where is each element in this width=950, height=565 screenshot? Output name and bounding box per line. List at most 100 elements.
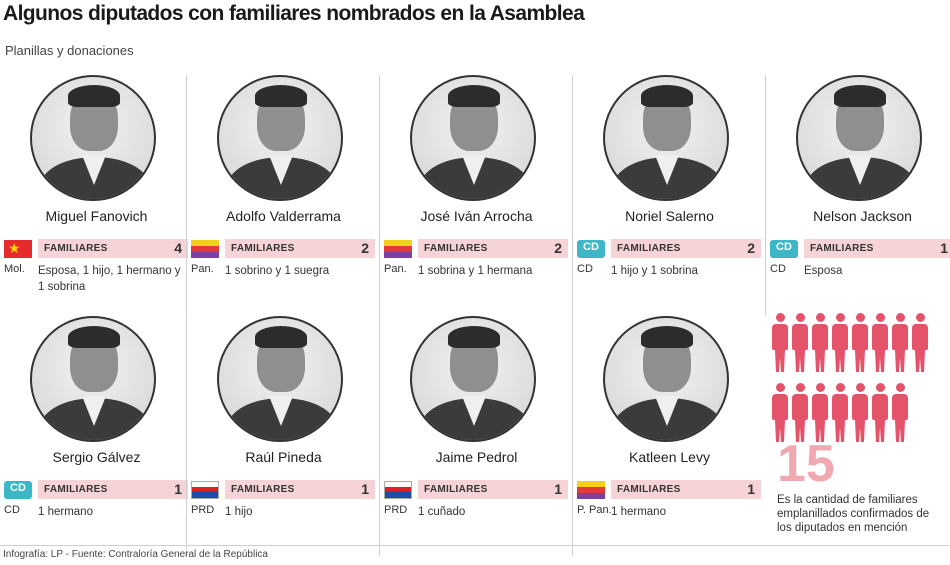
deputy-portrait — [410, 75, 536, 201]
deputy-portrait — [603, 75, 729, 201]
party-label: CD — [577, 263, 593, 275]
panamenista-flag-icon — [384, 240, 412, 258]
cd-logo-text: CD — [583, 241, 599, 253]
deputy-card: Adolfo Valderrama Pan. FAMILIARES 2 1 sobrin… — [186, 75, 379, 315]
deputy-name: Katleen Levy — [629, 449, 710, 465]
familiares-bar: FAMILIARES 2 — [225, 239, 375, 258]
person-icon — [812, 383, 828, 443]
page-title: Algunos diputados con familiares nombrad… — [3, 2, 585, 25]
person-icon — [832, 383, 848, 443]
cd-logo-icon: CD — [4, 481, 32, 499]
familiares-count: 1 — [940, 240, 948, 256]
familiares-detail: 1 sobrina y 1 hermana — [418, 265, 533, 277]
source-credit: Infografía: LP - Fuente: Contraloría Gen… — [3, 549, 268, 560]
page-subtitle: Planillas y donaciones — [5, 43, 134, 58]
deputy-name: Miguel Fanovich — [45, 208, 148, 224]
party-label: CD — [770, 263, 786, 275]
person-icon — [772, 383, 788, 443]
person-icon — [872, 313, 888, 373]
familiares-count: 2 — [361, 240, 369, 256]
familiares-label: FAMILIARES — [424, 243, 488, 254]
person-icon — [872, 383, 888, 443]
deputy-portrait — [410, 316, 536, 442]
familiares-label: FAMILIARES — [617, 484, 681, 495]
total-caption: Es la cantidad de familiares emplanillad… — [777, 494, 930, 534]
familiares-bar: FAMILIARES 1 — [38, 480, 188, 499]
deputy-card: Raúl Pineda PRD FAMILIARES 1 1 hijo — [186, 316, 379, 556]
familiares-count: 2 — [747, 240, 755, 256]
familiares-count: 4 — [174, 240, 182, 256]
deputy-name: Jaime Pedrol — [435, 449, 518, 465]
cd-logo-text: CD — [10, 482, 26, 494]
deputy-portrait — [30, 75, 156, 201]
figures-row — [772, 383, 908, 443]
person-icon — [792, 383, 808, 443]
deputy-portrait — [217, 316, 343, 442]
total-count: 15 — [777, 435, 835, 493]
party-label: Mol. — [4, 263, 25, 275]
familiares-count: 1 — [554, 481, 562, 497]
deputy-name: Adolfo Valderrama — [226, 208, 341, 224]
familiares-bar: FAMILIARES 2 — [611, 239, 761, 258]
deputy-name: Raúl Pineda — [245, 449, 322, 465]
familiares-bar: FAMILIARES 1 — [804, 239, 950, 258]
person-icon — [852, 313, 868, 373]
familiares-count: 2 — [554, 240, 562, 256]
familiares-bar: FAMILIARES 1 — [418, 480, 568, 499]
deputy-name: José Iván Arrocha — [420, 208, 533, 224]
familiares-label: FAMILIARES — [424, 484, 488, 495]
familiares-label: FAMILIARES — [44, 243, 108, 254]
party-label: CD — [4, 504, 20, 516]
familiares-bar: FAMILIARES 1 — [611, 480, 761, 499]
molirena-flag-icon: ★ — [4, 240, 32, 258]
party-label: PRD — [384, 504, 408, 516]
familiares-bar: FAMILIARES 1 — [225, 480, 375, 499]
party-label: PRD — [191, 504, 215, 516]
familiares-detail: 1 hermano — [38, 506, 93, 518]
familiares-detail: 1 hijo y 1 sobrina — [611, 265, 698, 277]
familiares-count: 1 — [174, 481, 182, 497]
deputy-card: Nelson Jackson CD CD FAMILIARES 1 Esposa — [765, 75, 950, 315]
deputy-card: Noriel Salerno CD CD FAMILIARES 2 1 hijo y 1 … — [572, 75, 765, 315]
familiares-detail: 1 cuñado — [418, 506, 466, 518]
party-label: P. Pan. — [577, 504, 612, 516]
party-label: Pan. — [384, 263, 407, 275]
person-icon — [892, 383, 908, 443]
party-label: Pan. — [191, 263, 214, 275]
deputy-portrait — [796, 75, 922, 201]
familiares-label: FAMILIARES — [231, 484, 295, 495]
deputy-card: Miguel Fanovich ★ Mol. FAMILIARES 4 Esposa, 1… — [0, 75, 193, 315]
familiares-detail: 1 hijo — [225, 506, 253, 518]
footer-divider — [0, 545, 950, 546]
familiares-detail: Esposa — [804, 265, 843, 277]
prd-flag-icon — [191, 481, 219, 499]
deputy-card: Katleen Levy P. Pan. FAMILIARES 1 1 hermano — [572, 316, 765, 556]
person-icon — [812, 313, 828, 373]
cd-logo-text: CD — [776, 241, 792, 253]
prd-flag-icon — [384, 481, 412, 499]
panamenista-flag-icon — [191, 240, 219, 258]
familiares-bar: FAMILIARES 2 — [418, 239, 568, 258]
familiares-count: 1 — [361, 481, 369, 497]
deputy-card: Jaime Pedrol PRD FAMILIARES 1 1 cuñado — [379, 316, 572, 556]
deputy-portrait — [603, 316, 729, 442]
panamenista-flag-icon — [577, 481, 605, 499]
familiares-label: FAMILIARES — [617, 243, 681, 254]
familiares-label: FAMILIARES — [810, 243, 874, 254]
person-icon — [832, 313, 848, 373]
familiares-label: FAMILIARES — [44, 484, 108, 495]
cd-logo-icon: CD — [770, 240, 798, 258]
familiares-detail: Esposa, 1 hijo, 1 hermano y 1 sobrina — [38, 265, 181, 293]
deputy-portrait — [217, 75, 343, 201]
familiares-detail: 1 sobrino y 1 suegra — [225, 265, 330, 277]
person-icon — [912, 313, 928, 373]
deputy-card: Sergio Gálvez CD CD FAMILIARES 1 1 hermano — [0, 316, 193, 556]
familiares-detail: 1 hermano — [611, 506, 666, 518]
cd-logo-icon: CD — [577, 240, 605, 258]
person-icon — [772, 313, 788, 373]
deputy-name: Noriel Salerno — [625, 208, 714, 224]
deputy-name: Sergio Gálvez — [52, 449, 141, 465]
deputy-portrait — [30, 316, 156, 442]
familiares-count: 1 — [747, 481, 755, 497]
person-icon — [852, 383, 868, 443]
